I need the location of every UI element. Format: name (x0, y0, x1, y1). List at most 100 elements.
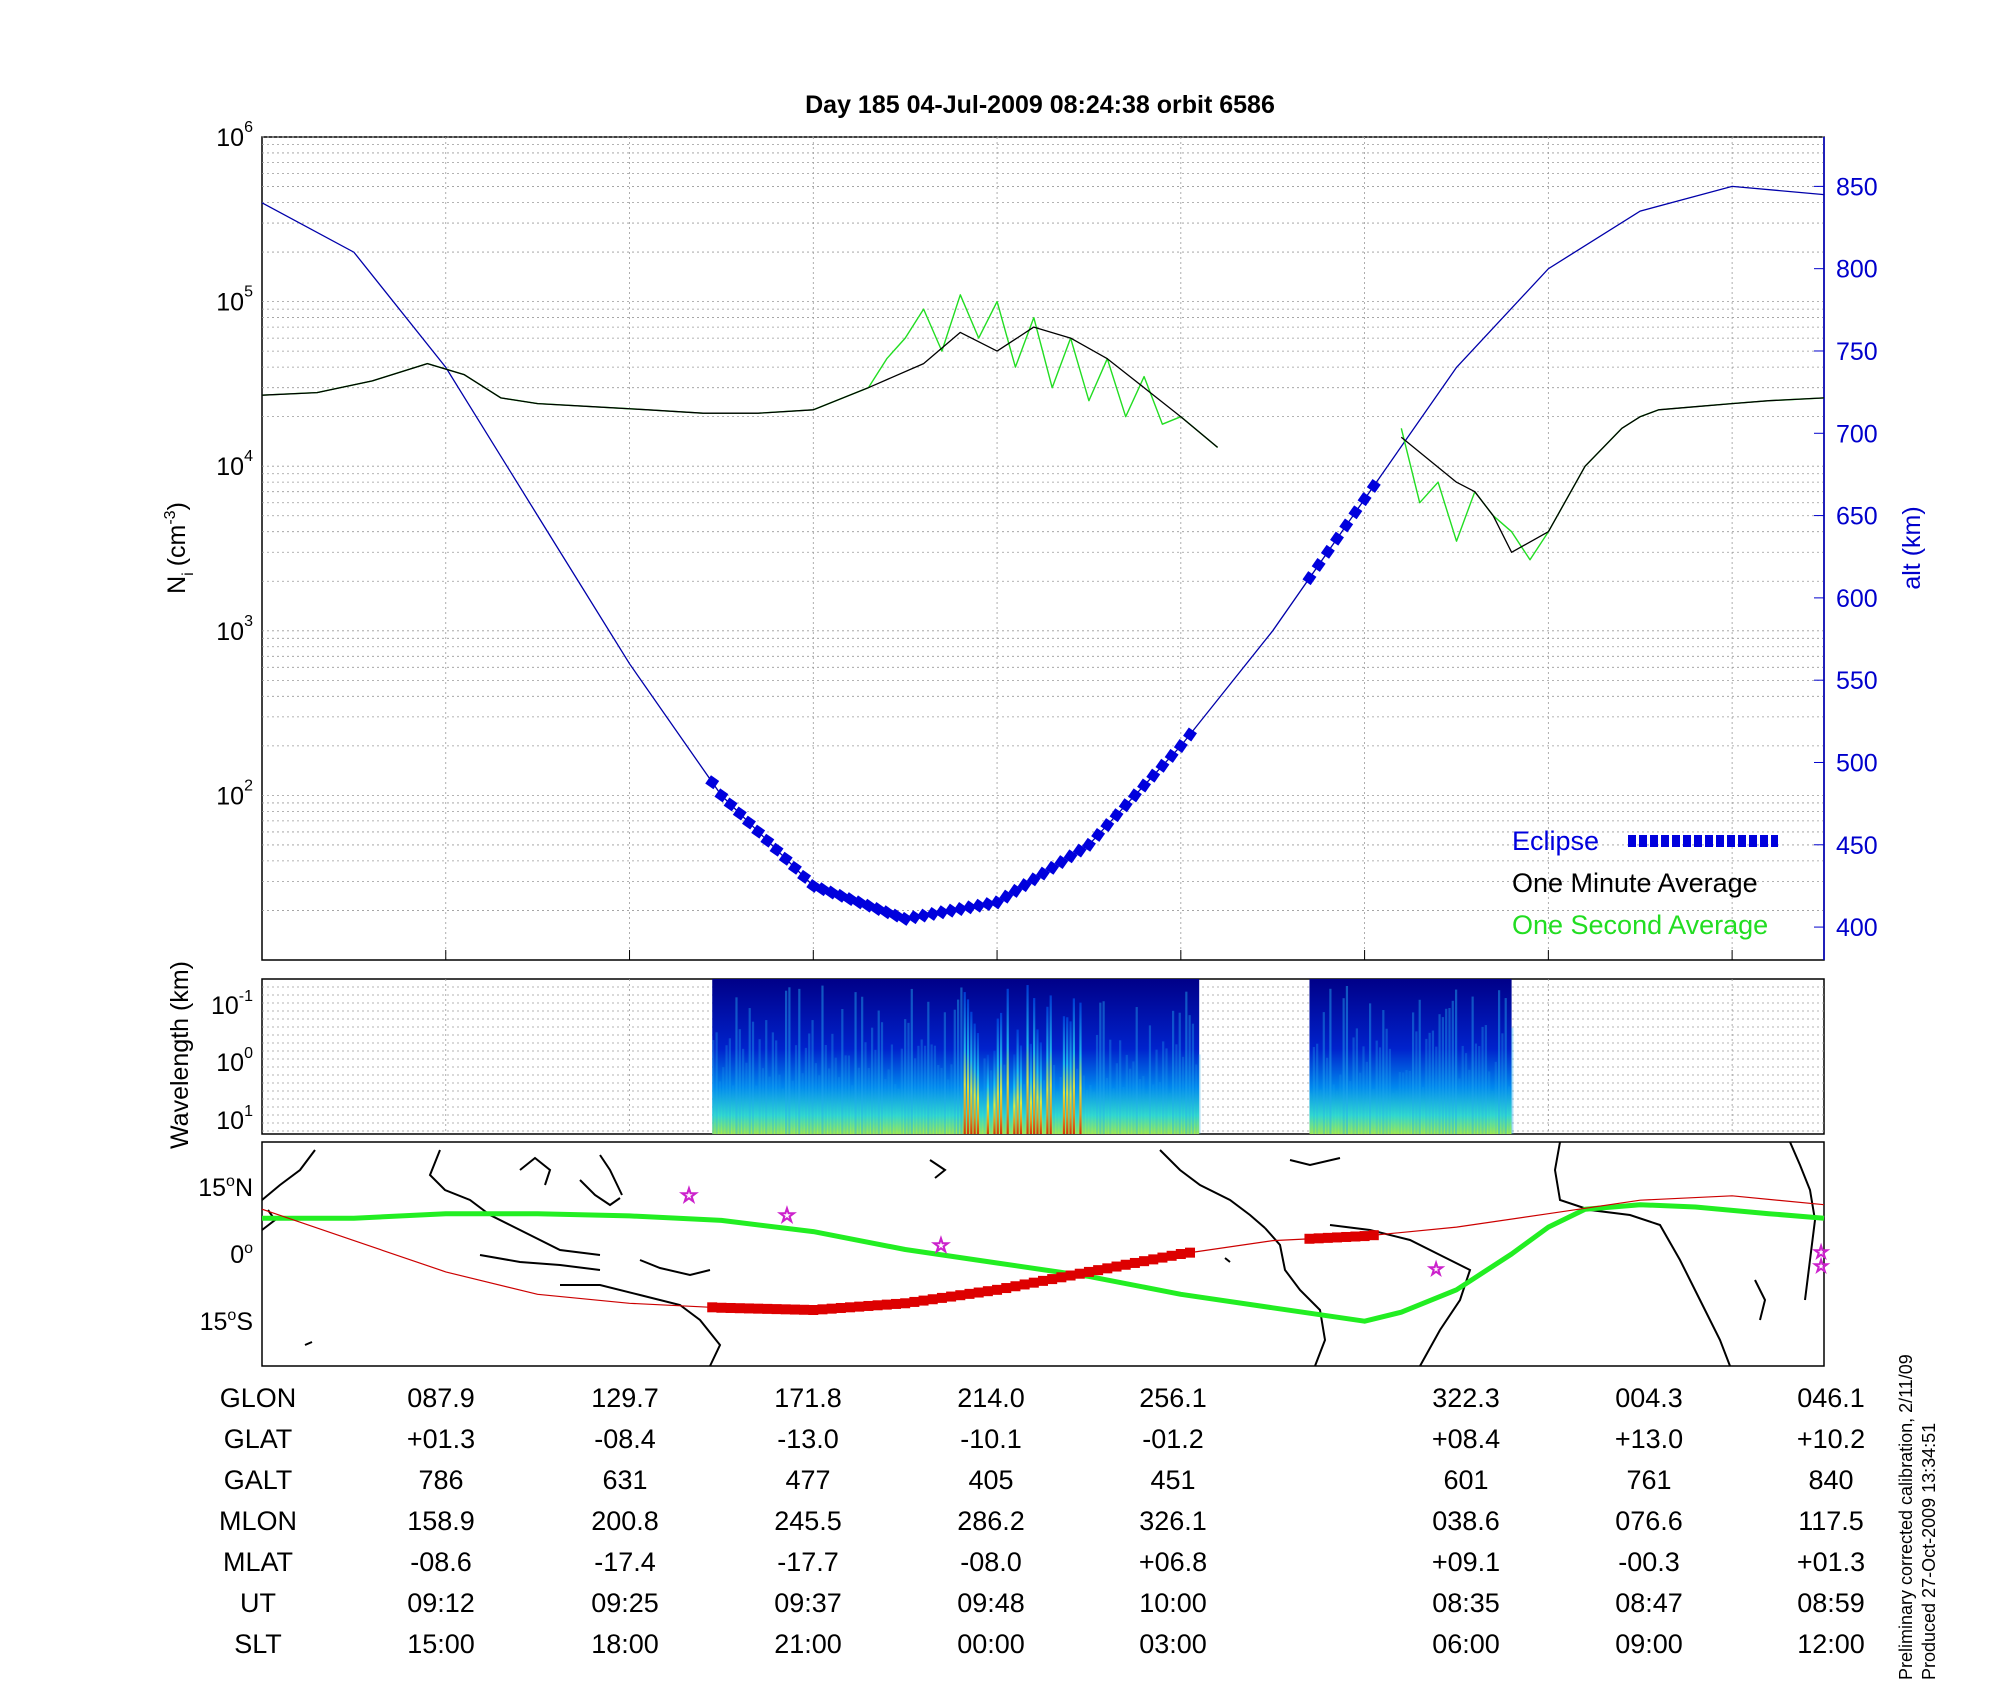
table-cell: 601 (1443, 1465, 1488, 1495)
spectrogram-streak (758, 1039, 761, 1134)
spectrogram-streak (999, 1012, 1003, 1134)
spectrogram-streak (788, 987, 791, 1134)
spectrogram-tick-label: 100 (216, 1045, 253, 1077)
eclipse-marker (1127, 788, 1142, 803)
spectrogram-streak (831, 1033, 834, 1134)
spectrogram-streak (907, 1022, 910, 1134)
spectrogram-streak (940, 1067, 943, 1134)
eclipse-track-marker (1139, 1256, 1150, 1267)
spectrogram-streak (784, 990, 788, 1134)
spectrogram-streak (1372, 1089, 1375, 1134)
spectrogram-streak (844, 1055, 847, 1134)
table-cell: 631 (602, 1465, 647, 1495)
latitude-tick-label: 0o (230, 1240, 253, 1269)
spectrogram-streak (973, 1023, 976, 1134)
spectrogram-streak (1388, 1048, 1392, 1134)
spectrogram-streak (956, 999, 960, 1134)
spectrogram-streak (712, 1040, 715, 1134)
eclipse-marker (797, 869, 812, 884)
table-cell: 326.1 (1139, 1506, 1207, 1536)
eclipse-track-marker (936, 1292, 947, 1303)
spectrogram-streak (1332, 1084, 1335, 1134)
spectrogram-streak (841, 1008, 844, 1134)
spectrogram-streak (966, 999, 970, 1134)
latitude-value: 0 (230, 1241, 244, 1269)
spectrogram-streak (1155, 1049, 1158, 1134)
altitude-tick-label: 450 (1836, 832, 1878, 860)
spectrogram-streak (1132, 1061, 1135, 1134)
eclipse-marker (980, 897, 995, 911)
spectrogram-streak (884, 1079, 887, 1134)
table-cell: -17.7 (777, 1547, 839, 1577)
eclipse-track-marker (1010, 1281, 1021, 1292)
table-cell: 10:00 (1139, 1588, 1207, 1618)
spectrogram-streak (1095, 1034, 1099, 1134)
spectrogram-streak (1056, 1091, 1059, 1134)
spectrogram-streak (751, 1021, 755, 1134)
spectrogram-streak (1049, 995, 1052, 1134)
eclipse-track-marker (1019, 1279, 1030, 1290)
table-cell: -17.4 (594, 1547, 656, 1577)
y-tick-exponent: 4 (244, 448, 253, 465)
table-cell: 158.9 (407, 1506, 475, 1536)
spectrogram-streak (1431, 1030, 1435, 1134)
spectrogram-streak (1507, 1086, 1511, 1134)
eclipse-track-marker (973, 1287, 984, 1298)
spectrogram-y-label: Wavelength (km) (166, 961, 194, 1149)
hemisphere: S (236, 1308, 253, 1336)
spectrogram-streak (722, 1067, 725, 1134)
spectrogram-streak (1378, 1047, 1382, 1134)
eclipse-marker (1054, 855, 1069, 870)
spectrogram-streak (1033, 998, 1036, 1134)
spectrogram-streak (976, 1033, 980, 1134)
eclipse-track-marker (890, 1298, 901, 1309)
spectrogram-streak (1501, 1033, 1504, 1134)
eclipse-marker (1017, 878, 1032, 893)
spectrogram-streak (1013, 1054, 1016, 1134)
table-cell: 214.0 (957, 1383, 1025, 1413)
eclipse-track-marker (1185, 1247, 1196, 1258)
eclipse-track-marker (1074, 1268, 1085, 1279)
spectrogram-streak (791, 1080, 794, 1134)
eclipse-marker (944, 903, 959, 918)
spectrogram-streak (1385, 1028, 1388, 1134)
eclipse-track-marker (835, 1302, 846, 1313)
eclipse-track-marker (826, 1303, 837, 1314)
spectrogram-streak (1046, 1006, 1049, 1134)
one-minute-average-line (261, 326, 1825, 553)
eclipse-track-marker (1102, 1263, 1113, 1274)
spectrogram-streak (1471, 996, 1474, 1134)
eclipse-marker (1173, 739, 1188, 753)
spectrogram-streak (1089, 1085, 1092, 1134)
y-tick-label: 102 (216, 777, 253, 810)
spectrogram-streak (814, 1063, 817, 1134)
eclipse-marker (751, 824, 766, 839)
table-cell: 046.1 (1797, 1383, 1865, 1413)
y-tick-base: 10 (216, 124, 244, 152)
spectrogram-streak (913, 1058, 917, 1134)
spectrogram-streak (953, 1009, 956, 1134)
table-cell: 08:35 (1432, 1588, 1500, 1618)
spectrogram-streak (732, 1085, 735, 1134)
spectrogram-streak (1148, 1025, 1152, 1134)
table-row-label: UT (240, 1588, 276, 1618)
spectrogram-streak (980, 1091, 983, 1134)
spectrogram-streak (1415, 1031, 1418, 1134)
table-cell: 405 (968, 1465, 1013, 1495)
eclipse-marker (1302, 571, 1317, 586)
table-cell: 117.5 (1798, 1506, 1864, 1536)
spectrogram-streak (1309, 1093, 1312, 1134)
eclipse-track-marker (909, 1296, 920, 1307)
table-row-label: MLON (219, 1506, 297, 1536)
spectrogram-streak (1498, 990, 1501, 1134)
spectrogram-streak (715, 1032, 718, 1134)
table-cell: +06.8 (1139, 1547, 1207, 1577)
eclipse-track-marker (927, 1294, 938, 1305)
star-marker: ☆ (1428, 1259, 1444, 1280)
eclipse-track-marker (1001, 1283, 1012, 1294)
altitude-y-ticks: 400 450 500 550 600 650 700 750 800 850 (1814, 137, 1878, 960)
latitude-value: 15 (198, 1174, 226, 1202)
spectrogram-streak (933, 1045, 937, 1134)
spectrogram-streak (1335, 1090, 1339, 1134)
